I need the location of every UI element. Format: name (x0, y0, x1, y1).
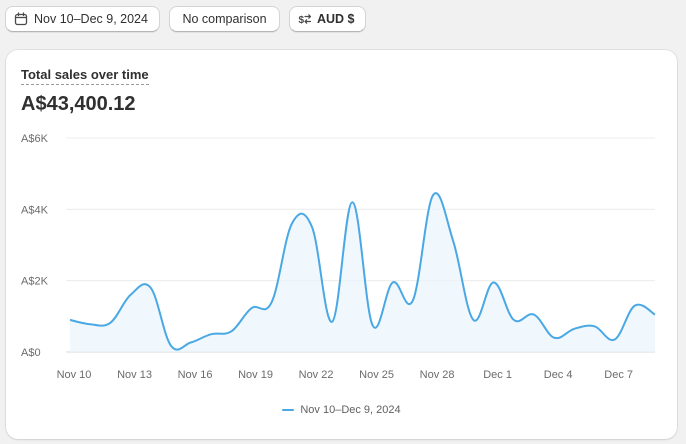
x-tick-label: Nov 28 (420, 369, 455, 381)
data-point[interactable] (349, 199, 355, 205)
data-point[interactable] (309, 224, 315, 230)
x-axis-ticks: Nov 10 Nov 13 Nov 16 Nov 19 Nov 22 Nov 25 Nov … (57, 369, 633, 381)
sales-card: Total sales over time A$43,400.12 A$0 A$2… (6, 50, 677, 439)
data-point[interactable] (87, 321, 93, 327)
x-tick-label: Dec 1 (483, 369, 512, 381)
data-point[interactable] (470, 317, 476, 323)
data-point[interactable] (128, 292, 134, 298)
data-point[interactable] (188, 339, 194, 345)
data-point[interactable] (571, 326, 577, 332)
data-point[interactable] (491, 279, 497, 285)
report-toolbar: Nov 10–Dec 9, 2024 No comparison $ AUD $ (5, 6, 366, 32)
data-point[interactable] (450, 238, 456, 244)
data-point[interactable] (591, 323, 597, 329)
data-point[interactable] (390, 279, 396, 285)
data-point[interactable] (632, 303, 638, 309)
y-tick-label: A$4K (21, 204, 49, 216)
x-tick-label: Dec 7 (604, 369, 633, 381)
data-point[interactable] (329, 319, 335, 325)
data-point[interactable] (168, 343, 174, 349)
x-tick-label: Nov 10 (57, 369, 92, 381)
data-point[interactable] (511, 317, 517, 323)
data-point[interactable] (652, 312, 658, 318)
svg-text:$: $ (299, 15, 305, 26)
card-title[interactable]: Total sales over time (21, 67, 149, 85)
currency-label: AUD $ (317, 12, 355, 26)
currency-exchange-icon: $ (298, 12, 312, 26)
x-tick-label: Nov 19 (238, 369, 273, 381)
data-point[interactable] (67, 317, 73, 323)
comparison-label: No comparison (182, 12, 267, 26)
series-line (69, 192, 656, 351)
x-tick-label: Nov 22 (299, 369, 334, 381)
legend-label: Nov 10–Dec 9, 2024 (300, 404, 401, 416)
data-point[interactable] (148, 285, 154, 291)
data-point[interactable] (531, 312, 537, 318)
data-point[interactable] (208, 331, 214, 337)
series-area (70, 193, 655, 352)
data-point[interactable] (249, 305, 255, 311)
data-point[interactable] (289, 221, 295, 227)
data-point[interactable] (430, 192, 436, 198)
chart-legend[interactable]: Nov 10–Dec 9, 2024 (6, 404, 677, 416)
data-point[interactable] (370, 322, 376, 328)
calendar-icon (14, 12, 28, 26)
x-tick-label: Nov 25 (359, 369, 394, 381)
x-tick-label: Nov 16 (178, 369, 213, 381)
y-tick-label: A$2K (21, 276, 49, 288)
data-point[interactable] (551, 335, 557, 341)
x-tick-label: Dec 4 (544, 369, 573, 381)
data-point[interactable] (410, 297, 416, 303)
data-point[interactable] (228, 328, 234, 334)
sales-line-chart[interactable]: A$0 A$2K A$4K A$6K Nov 10 Nov 13 Nov 16 Nov 19… (6, 50, 677, 390)
legend-swatch (282, 409, 295, 411)
comparison-button[interactable]: No comparison (169, 6, 280, 32)
data-point[interactable] (269, 299, 275, 305)
y-axis-ticks: A$0 A$2K A$4K A$6K (21, 133, 49, 359)
x-tick-label: Nov 13 (117, 369, 152, 381)
date-range-label: Nov 10–Dec 9, 2024 (34, 12, 148, 26)
date-range-button[interactable]: Nov 10–Dec 9, 2024 (5, 6, 160, 32)
total-sales-value: A$43,400.12 (21, 93, 136, 115)
y-tick-label: A$6K (21, 133, 49, 145)
data-point[interactable] (107, 320, 113, 326)
y-tick-label: A$0 (21, 347, 41, 359)
data-point[interactable] (612, 337, 618, 343)
currency-button[interactable]: $ AUD $ (289, 6, 366, 32)
